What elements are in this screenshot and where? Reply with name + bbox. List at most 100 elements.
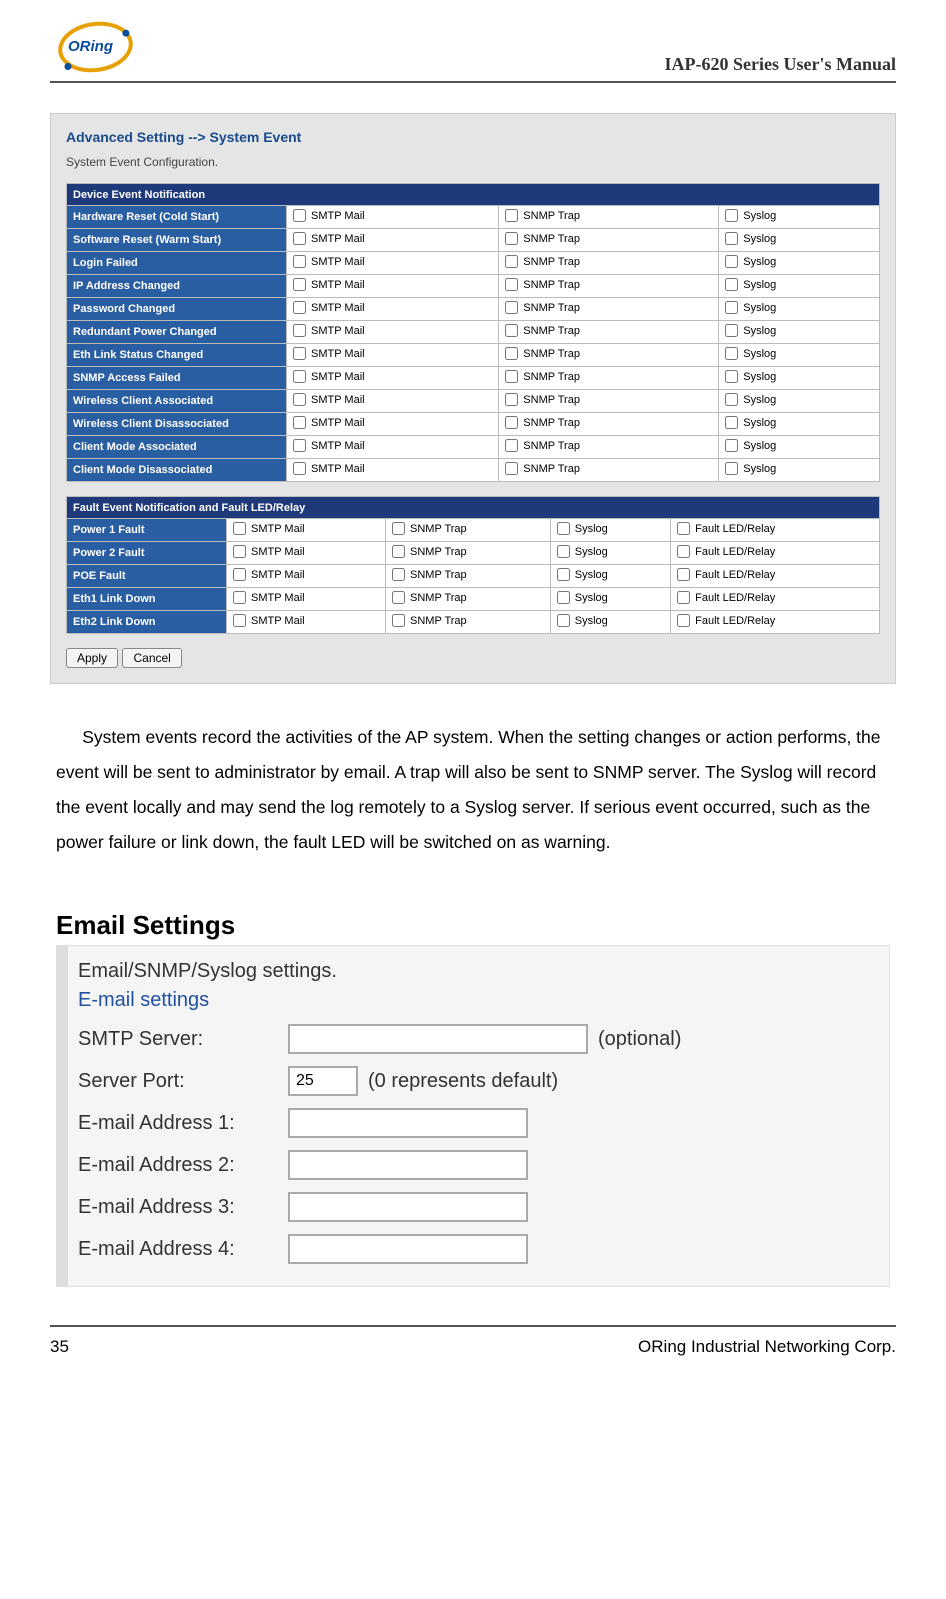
event-checkbox[interactable] (293, 462, 306, 475)
checkbox-label[interactable]: SNMP Trap (505, 416, 580, 429)
checkbox-label[interactable]: SMTP Mail (233, 522, 305, 535)
checkbox-label[interactable]: SMTP Mail (293, 439, 365, 452)
event-checkbox[interactable] (505, 347, 518, 360)
event-checkbox[interactable] (557, 591, 570, 604)
event-checkbox[interactable] (557, 545, 570, 558)
event-checkbox[interactable] (677, 568, 690, 581)
event-checkbox[interactable] (677, 522, 690, 535)
event-checkbox[interactable] (677, 591, 690, 604)
checkbox-label[interactable]: Syslog (557, 614, 608, 627)
event-checkbox[interactable] (677, 545, 690, 558)
event-checkbox[interactable] (505, 393, 518, 406)
event-checkbox[interactable] (505, 462, 518, 475)
field-input[interactable] (288, 1108, 528, 1138)
checkbox-label[interactable]: SMTP Mail (233, 614, 305, 627)
checkbox-label[interactable]: SMTP Mail (233, 568, 305, 581)
checkbox-label[interactable]: Fault LED/Relay (677, 522, 775, 535)
event-checkbox[interactable] (725, 324, 738, 337)
checkbox-label[interactable]: SMTP Mail (293, 370, 365, 383)
event-checkbox[interactable] (725, 416, 738, 429)
event-checkbox[interactable] (725, 255, 738, 268)
checkbox-label[interactable]: SNMP Trap (505, 393, 580, 406)
checkbox-label[interactable]: Syslog (725, 209, 776, 222)
event-checkbox[interactable] (725, 370, 738, 383)
checkbox-label[interactable]: Syslog (557, 522, 608, 535)
checkbox-label[interactable]: Syslog (725, 324, 776, 337)
checkbox-label[interactable]: Syslog (725, 232, 776, 245)
checkbox-label[interactable]: SNMP Trap (505, 462, 580, 475)
checkbox-label[interactable]: Syslog (557, 545, 608, 558)
event-checkbox[interactable] (505, 232, 518, 245)
event-checkbox[interactable] (233, 591, 246, 604)
event-checkbox[interactable] (505, 370, 518, 383)
event-checkbox[interactable] (293, 439, 306, 452)
event-checkbox[interactable] (725, 301, 738, 314)
event-checkbox[interactable] (293, 416, 306, 429)
field-input[interactable] (288, 1192, 528, 1222)
event-checkbox[interactable] (293, 370, 306, 383)
event-checkbox[interactable] (293, 278, 306, 291)
checkbox-label[interactable]: Syslog (557, 591, 608, 604)
apply-button[interactable]: Apply (66, 648, 118, 668)
event-checkbox[interactable] (725, 209, 738, 222)
checkbox-label[interactable]: Fault LED/Relay (677, 545, 775, 558)
checkbox-label[interactable]: SMTP Mail (293, 393, 365, 406)
checkbox-label[interactable]: SNMP Trap (505, 301, 580, 314)
event-checkbox[interactable] (557, 614, 570, 627)
event-checkbox[interactable] (557, 522, 570, 535)
checkbox-label[interactable]: SNMP Trap (505, 439, 580, 452)
checkbox-label[interactable]: SMTP Mail (293, 324, 365, 337)
checkbox-label[interactable]: SMTP Mail (293, 255, 365, 268)
checkbox-label[interactable]: SMTP Mail (293, 462, 365, 475)
checkbox-label[interactable]: SNMP Trap (392, 522, 467, 535)
event-checkbox[interactable] (725, 278, 738, 291)
checkbox-label[interactable]: Syslog (725, 278, 776, 291)
field-input[interactable] (288, 1066, 358, 1096)
event-checkbox[interactable] (293, 255, 306, 268)
event-checkbox[interactable] (725, 439, 738, 452)
event-checkbox[interactable] (677, 614, 690, 627)
event-checkbox[interactable] (293, 324, 306, 337)
event-checkbox[interactable] (505, 278, 518, 291)
checkbox-label[interactable]: Syslog (725, 301, 776, 314)
event-checkbox[interactable] (505, 209, 518, 222)
event-checkbox[interactable] (392, 545, 405, 558)
field-input[interactable] (288, 1150, 528, 1180)
checkbox-label[interactable]: SNMP Trap (392, 591, 467, 604)
event-checkbox[interactable] (392, 614, 405, 627)
cancel-button[interactable]: Cancel (122, 648, 181, 668)
checkbox-label[interactable]: Syslog (725, 255, 776, 268)
checkbox-label[interactable]: SMTP Mail (293, 232, 365, 245)
event-checkbox[interactable] (725, 232, 738, 245)
event-checkbox[interactable] (505, 255, 518, 268)
checkbox-label[interactable]: SMTP Mail (293, 209, 365, 222)
checkbox-label[interactable]: SMTP Mail (293, 347, 365, 360)
checkbox-label[interactable]: Syslog (725, 416, 776, 429)
event-checkbox[interactable] (505, 439, 518, 452)
checkbox-label[interactable]: SNMP Trap (392, 568, 467, 581)
checkbox-label[interactable]: Fault LED/Relay (677, 568, 775, 581)
event-checkbox[interactable] (505, 416, 518, 429)
checkbox-label[interactable]: SMTP Mail (233, 545, 305, 558)
checkbox-label[interactable]: SNMP Trap (392, 545, 467, 558)
checkbox-label[interactable]: SNMP Trap (505, 324, 580, 337)
event-checkbox[interactable] (725, 462, 738, 475)
event-checkbox[interactable] (293, 209, 306, 222)
checkbox-label[interactable]: SNMP Trap (505, 209, 580, 222)
checkbox-label[interactable]: Fault LED/Relay (677, 614, 775, 627)
checkbox-label[interactable]: Syslog (557, 568, 608, 581)
checkbox-label[interactable]: SNMP Trap (392, 614, 467, 627)
checkbox-label[interactable]: SNMP Trap (505, 347, 580, 360)
event-checkbox[interactable] (233, 522, 246, 535)
event-checkbox[interactable] (233, 568, 246, 581)
checkbox-label[interactable]: Syslog (725, 439, 776, 452)
event-checkbox[interactable] (505, 324, 518, 337)
event-checkbox[interactable] (725, 347, 738, 360)
checkbox-label[interactable]: SMTP Mail (233, 591, 305, 604)
event-checkbox[interactable] (392, 591, 405, 604)
event-checkbox[interactable] (557, 568, 570, 581)
checkbox-label[interactable]: SMTP Mail (293, 416, 365, 429)
checkbox-label[interactable]: Syslog (725, 347, 776, 360)
event-checkbox[interactable] (233, 545, 246, 558)
event-checkbox[interactable] (392, 522, 405, 535)
